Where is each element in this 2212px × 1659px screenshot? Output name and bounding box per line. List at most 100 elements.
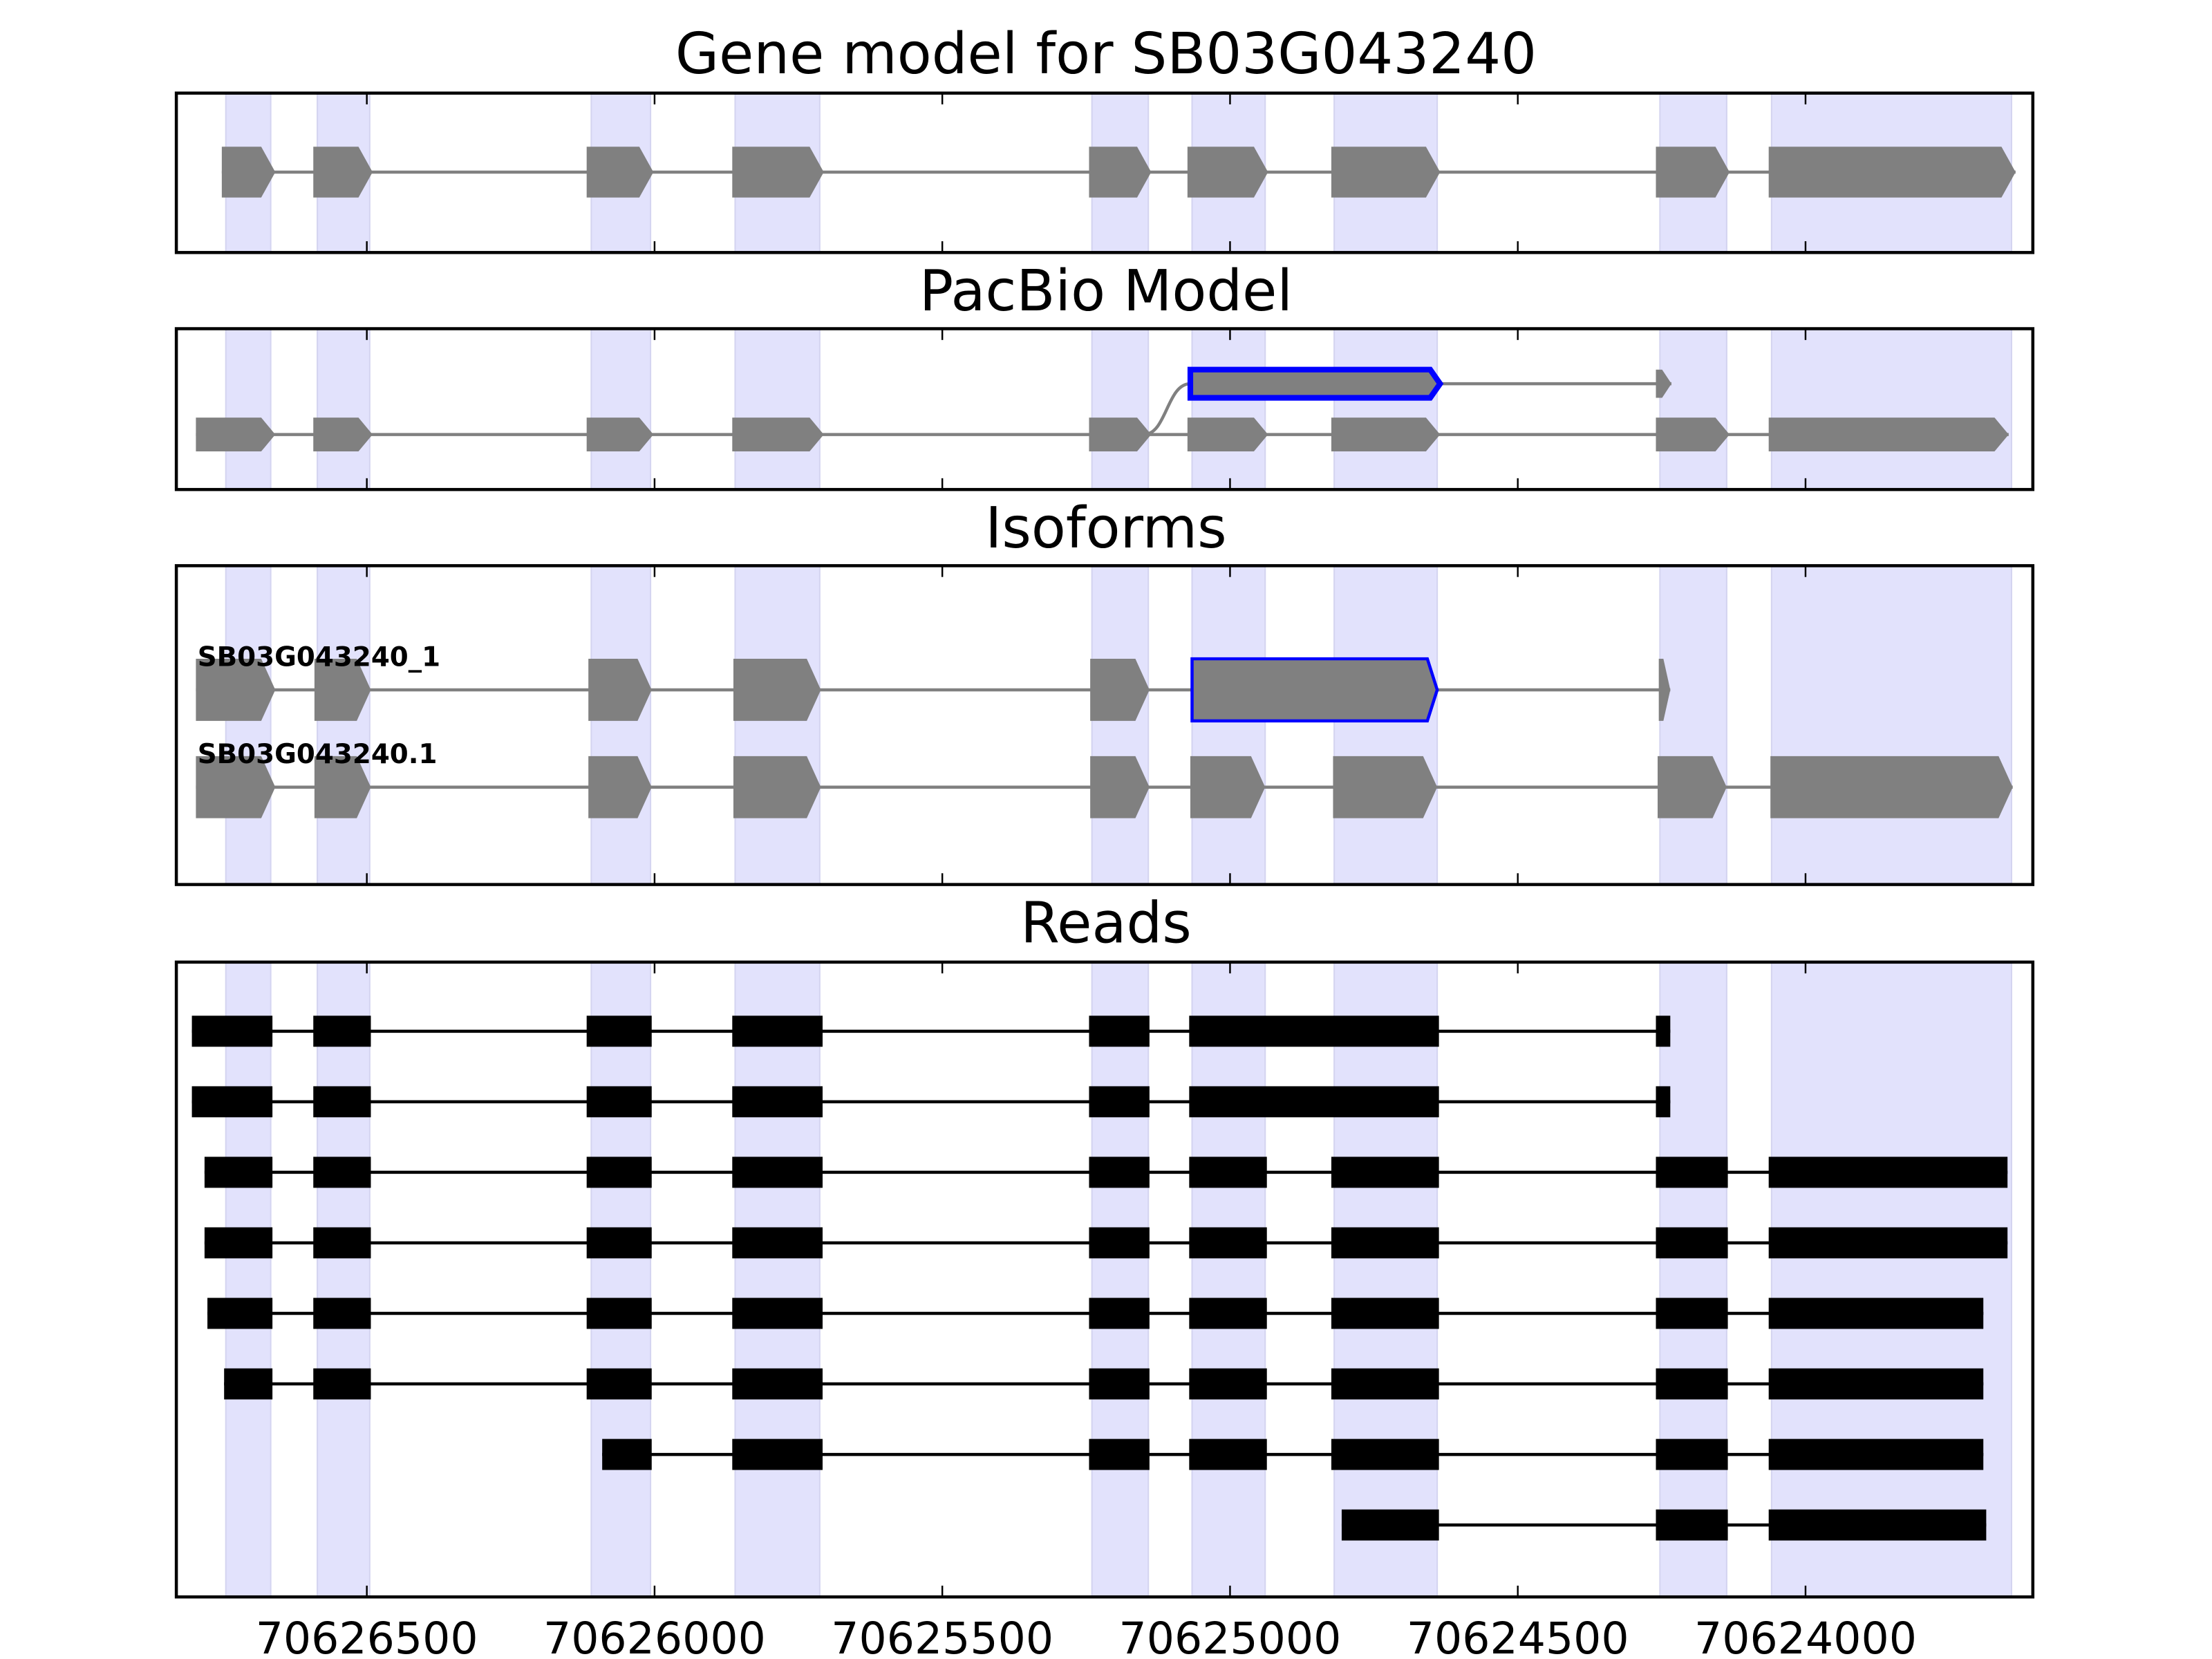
exon [314,756,371,818]
read-block [1656,1438,1728,1470]
read-block [1189,1015,1439,1047]
exon [314,659,371,721]
highlight-band [734,565,821,885]
highlight-band [1333,961,1438,1598]
read-block [191,1086,273,1118]
highlighted-exon [1190,657,1439,723]
read-block [1768,1297,1984,1329]
exon [733,756,821,818]
highlight-band [225,565,272,885]
panel-frame [174,327,2035,491]
read-block [732,1015,823,1047]
highlight-band [317,961,371,1598]
exon [196,659,276,721]
x-tick-label: 70624000 [1694,1613,1917,1659]
exon [1089,418,1152,452]
splice-connector [1143,382,1191,436]
highlight-band [1191,961,1266,1598]
read-block [204,1227,273,1259]
read-block [586,1015,652,1047]
read-block [1189,1086,1439,1118]
panel-frame [174,960,2035,1599]
read-block [1089,1297,1150,1329]
read-block [732,1438,823,1470]
x-tick-label: 70626000 [543,1613,766,1659]
read-block [313,1227,371,1259]
read-block [313,1368,371,1400]
read-block [1768,1368,1984,1400]
read-block [1089,1015,1150,1047]
exon [313,418,373,452]
exon [221,147,276,198]
x-tick-label: 70624500 [1407,1613,1629,1659]
read-block [1656,1368,1728,1400]
exon [1770,756,2013,818]
highlight-band [1659,565,1727,885]
read-block [204,1156,273,1188]
highlight-band [1333,565,1438,885]
read-block [1656,1509,1728,1541]
exon [1090,756,1150,818]
highlight-band [734,328,821,491]
exon [196,756,276,818]
x-tick-label: 70626500 [256,1613,478,1659]
read-block [1656,1297,1728,1329]
highlight-band [225,328,272,491]
exon [1656,418,1730,452]
read-block [732,1086,823,1118]
exon [1333,756,1438,818]
exon [1656,369,1671,398]
isoform-label: SB03G043240.1 [198,739,438,770]
highlight-band [1659,328,1727,491]
read-block [1089,1156,1150,1188]
panel-frame [174,564,2035,886]
read-block [1089,1368,1150,1400]
read-block [1656,1227,1728,1259]
exon [1768,418,2009,452]
read-block [1089,1438,1150,1470]
panel-frame [174,91,2035,254]
highlighted-exon [1187,366,1444,401]
panel-title-gene-model: Gene model for SB03G043240 [675,21,1537,87]
exon [586,418,654,452]
read-block [586,1086,652,1118]
exon [1768,147,2016,198]
read-block [586,1368,652,1400]
x-tick-label: 70625500 [831,1613,1053,1659]
exon [1089,147,1152,198]
read-block [313,1015,371,1047]
read-block [732,1227,823,1259]
read-block [1331,1368,1439,1400]
exon [1658,756,1727,818]
highlight-band [317,328,371,491]
read-block [313,1086,371,1118]
exon [313,147,373,198]
read-block [732,1297,823,1329]
highlight-band [1091,961,1150,1598]
read-block [191,1015,273,1047]
read-block [1656,1086,1671,1118]
highlight-band [590,565,652,885]
exon [1187,147,1268,198]
exon [586,147,654,198]
exon [1190,756,1266,818]
read-block [586,1227,652,1259]
read-block [732,1368,823,1400]
read-block [1768,1227,2008,1259]
read-block [586,1297,652,1329]
highlight-band [1091,328,1150,491]
read-block [1189,1156,1267,1188]
highlight-band [1770,328,2013,491]
highlight-band [1191,565,1266,885]
read-block [1768,1156,2008,1188]
read-block [586,1156,652,1188]
read-block [1331,1227,1439,1259]
read-block [732,1156,823,1188]
read-block [1656,1015,1671,1047]
read-block [602,1438,652,1470]
read-block [313,1297,371,1329]
exon [196,418,276,452]
exon [1090,659,1150,721]
highlight-band [225,961,272,1598]
